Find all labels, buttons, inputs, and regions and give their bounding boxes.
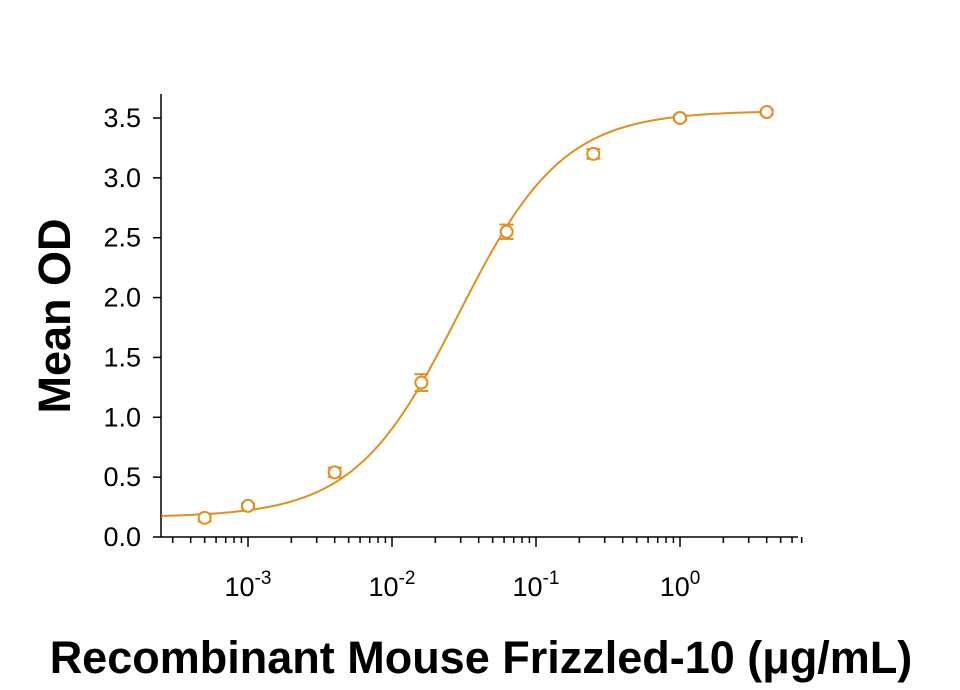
data-point [759,105,774,120]
x-tick-label: 10-3 [225,568,272,602]
x-tick-label: 10-1 [513,568,560,602]
axes: 0.0 0.5 1.0 1.5 2.0 2.5 3.0 3.5 10-3 10-2 10-1 100 [103,94,803,602]
y-tick-label: 2.0 [103,283,141,313]
x-tick-label: 100 [660,568,701,602]
data-points-layer [197,105,774,525]
data-point [673,111,687,125]
y-tick-label: 1.0 [103,402,141,432]
y-tick-label: 0.5 [103,462,141,492]
y-tick-label: 0.0 [103,522,141,552]
fit-curve [161,110,766,517]
y-tick-label: 3.0 [103,163,141,193]
y-tick-label: 1.5 [103,342,141,372]
data-point [327,465,342,480]
data-point [197,510,212,525]
data-point [414,375,429,390]
fit-curve-layer [161,110,766,517]
x-axis-title: Recombinant Mouse Frizzled-10 (μg/mL) [50,632,913,683]
x-tick-label: 10-2 [369,568,416,602]
data-point [586,146,601,161]
data-point [499,224,514,239]
y-tick-label: 3.5 [103,103,141,133]
data-point [241,498,255,513]
y-tick-label: 2.5 [103,223,141,253]
y-axis-title: Mean OD [29,218,80,413]
